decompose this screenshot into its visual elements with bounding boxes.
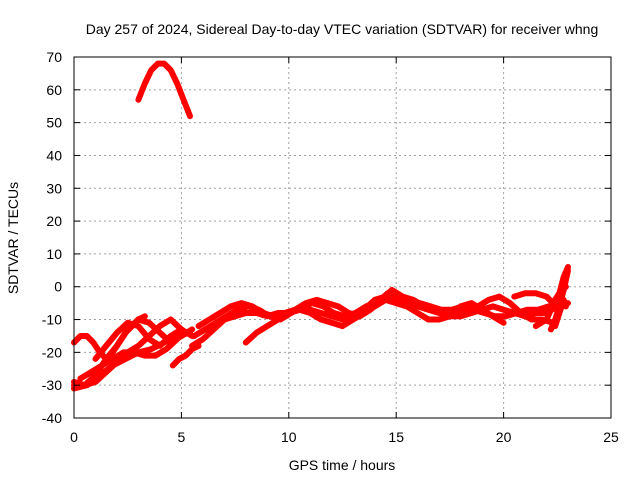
series-line-arc-8 bbox=[169, 342, 202, 369]
x-tick-label: 20 bbox=[496, 429, 512, 445]
y-tick-label: 30 bbox=[46, 180, 62, 196]
x-tick-labels: 0 5 10 15 20 25 bbox=[70, 429, 619, 445]
x-tick-label: 5 bbox=[178, 429, 186, 445]
series-line-arc-6 bbox=[77, 336, 181, 382]
x-tick-label: 25 bbox=[603, 429, 619, 445]
series-line-arc-1 bbox=[135, 60, 193, 120]
y-tick-label: -20 bbox=[42, 344, 62, 360]
series-line-arc-16 bbox=[552, 296, 569, 330]
series-line-arc-7 bbox=[92, 319, 185, 362]
y-tick-labels: -40 -30 -20 -10 0 10 20 30 40 50 60 70 bbox=[42, 49, 62, 426]
grid-lines bbox=[74, 57, 611, 418]
y-tick-label: 20 bbox=[46, 213, 62, 229]
x-tick-label: 10 bbox=[281, 429, 297, 445]
chart-title: Day 257 of 2024, Sidereal Day-to-day VTE… bbox=[86, 21, 599, 37]
y-tick-label: 50 bbox=[46, 115, 62, 131]
tick-marks bbox=[73, 56, 612, 419]
y-tick-label: 10 bbox=[46, 246, 62, 262]
series-line-arc-12 bbox=[242, 296, 507, 346]
y-tick-label: 60 bbox=[46, 82, 62, 98]
y-tick-label: 40 bbox=[46, 147, 62, 163]
y-tick-label: -30 bbox=[42, 377, 62, 393]
y-tick-label: 0 bbox=[54, 279, 62, 295]
x-tick-label: 0 bbox=[70, 429, 78, 445]
y-tick-label: 70 bbox=[46, 49, 62, 65]
plot-frame bbox=[73, 56, 612, 419]
y-tick-label: -10 bbox=[42, 312, 62, 328]
y-axis-label: SDTVAR / TECUs bbox=[5, 182, 21, 294]
x-tick-label: 15 bbox=[388, 429, 404, 445]
series-layer bbox=[71, 60, 571, 392]
y-tick-label: -40 bbox=[42, 410, 62, 426]
x-axis-label: GPS time / hours bbox=[289, 457, 396, 473]
